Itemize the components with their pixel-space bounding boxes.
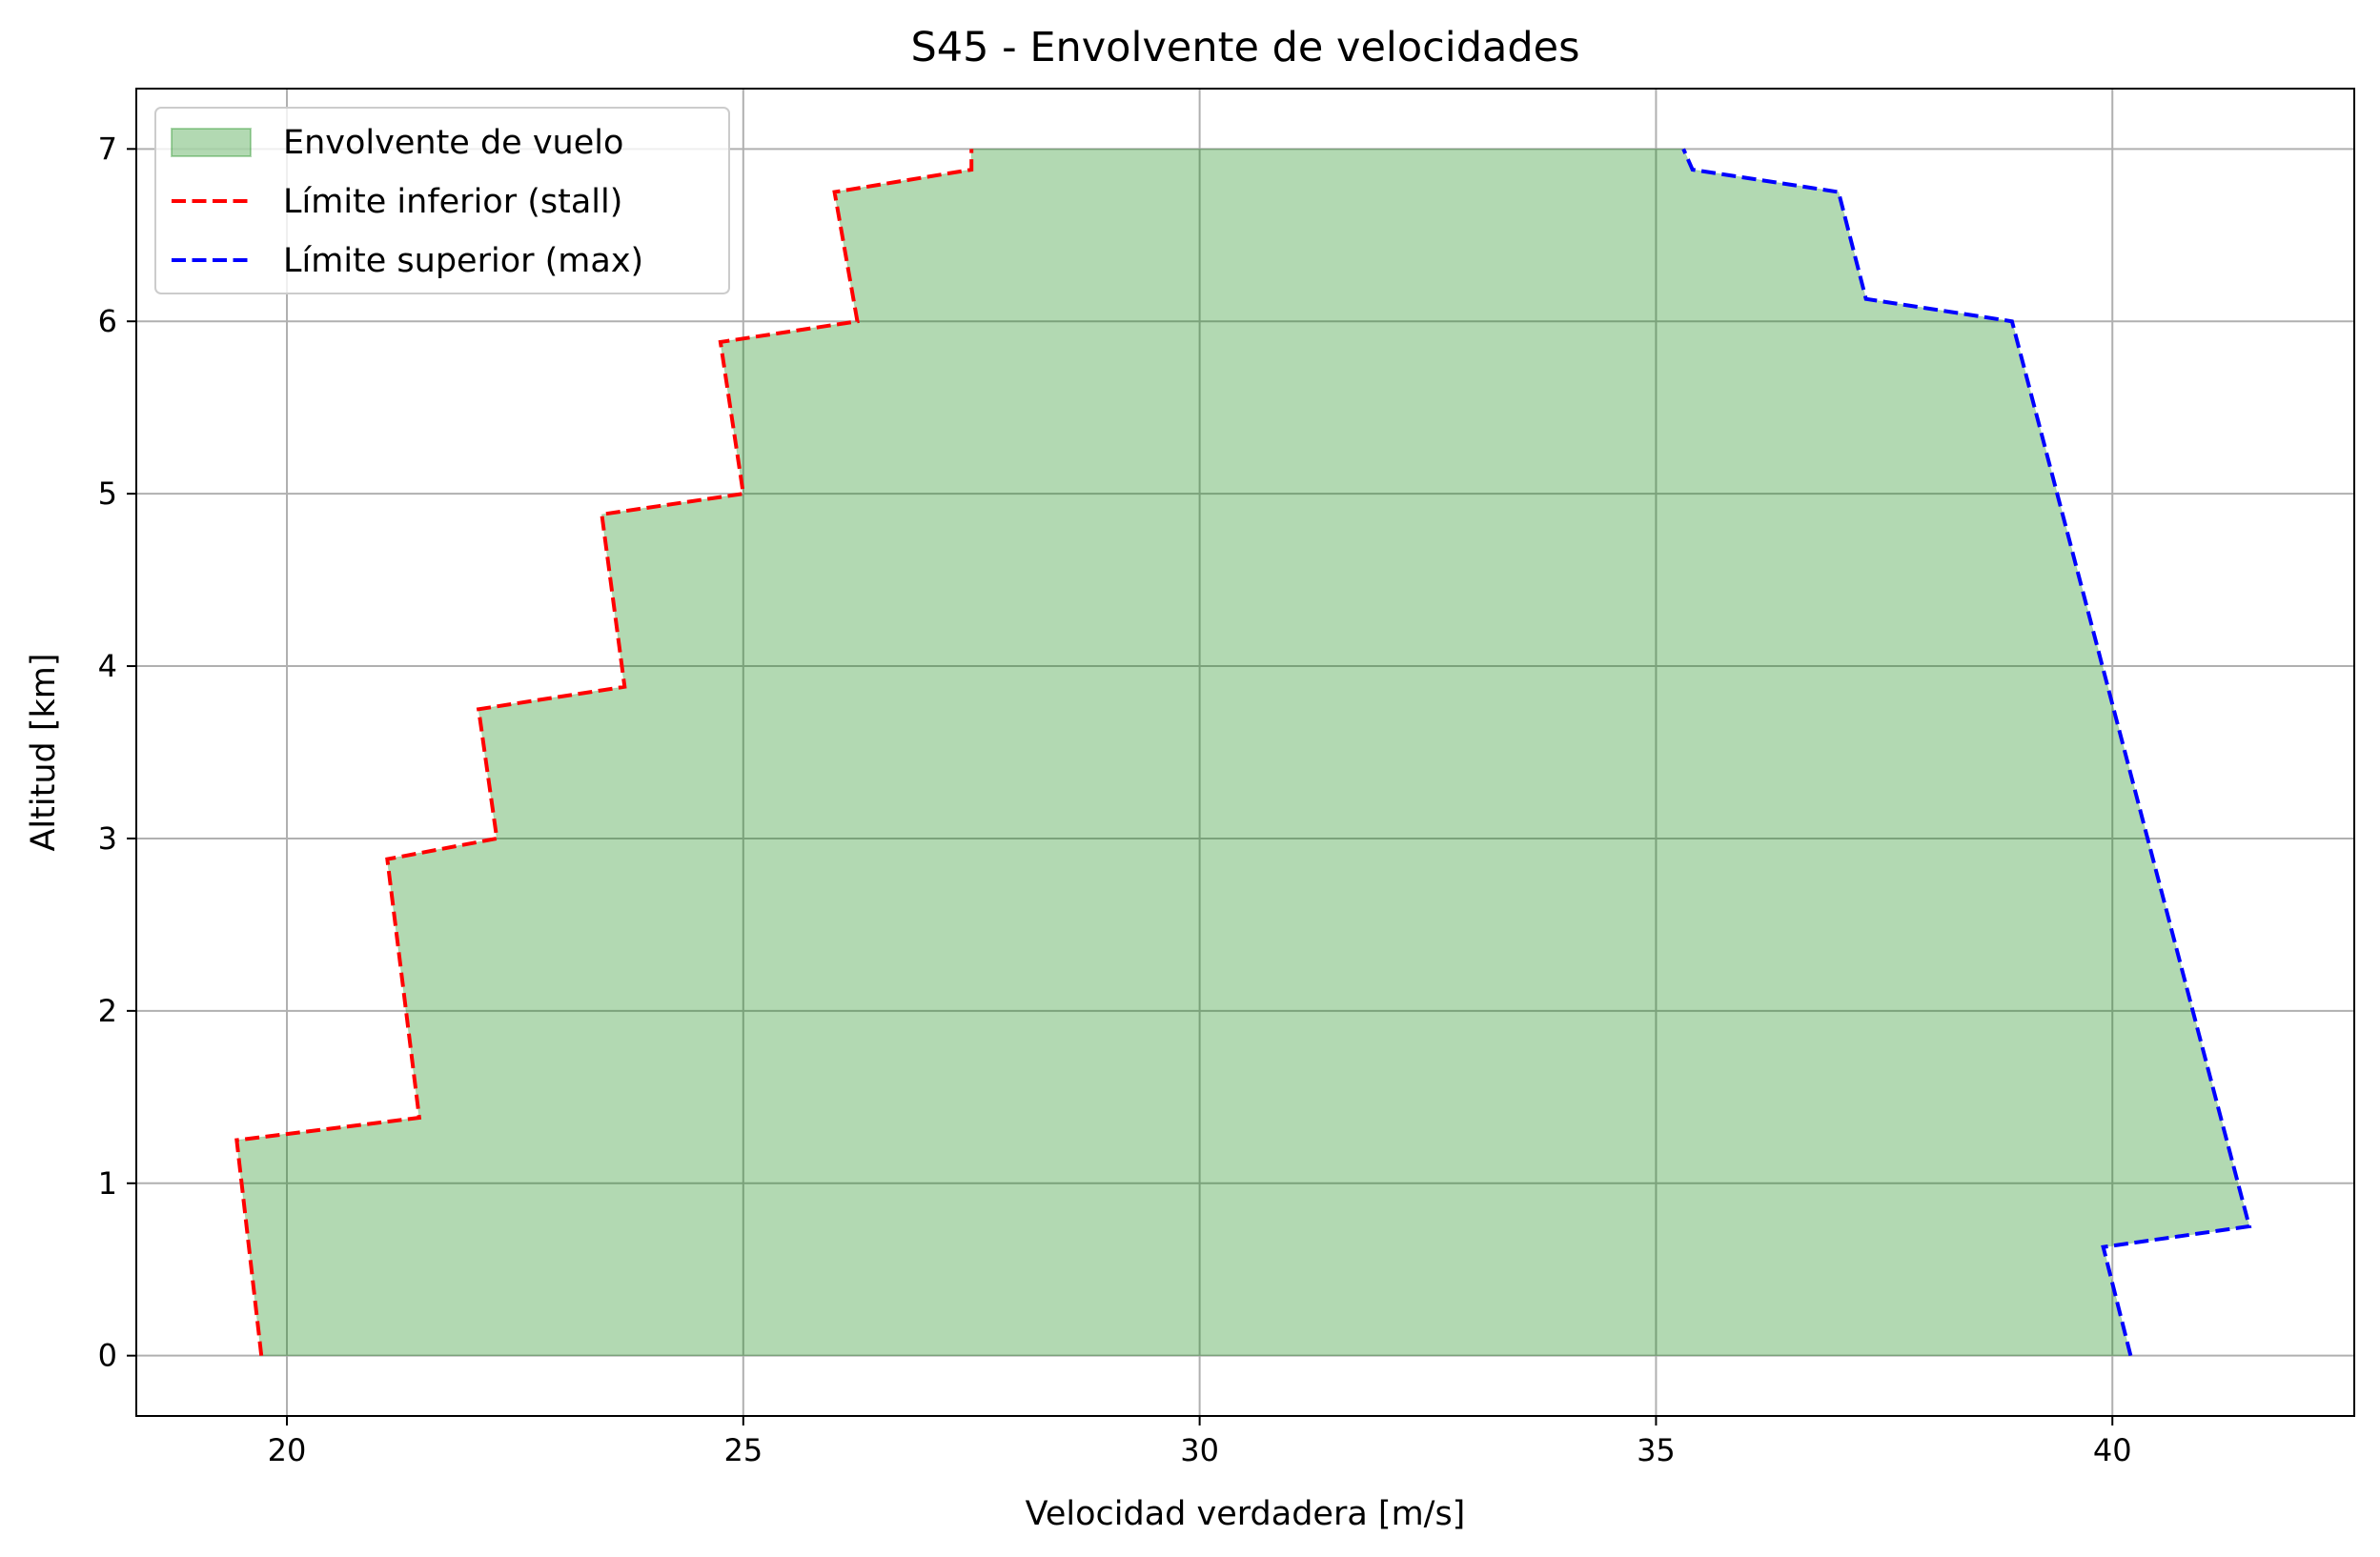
axis-ticks: 20 25 30 35 40 0 1 2 3 4 5 6 7: [98, 131, 2132, 1468]
x-axis-label: Velocidad verdadera [m/s]: [1026, 1495, 1466, 1533]
stall-limit-line: [234, 149, 974, 1356]
chart-title: S45 - Envolvente de velocidades: [910, 24, 1579, 71]
plot-area: [234, 148, 2252, 1357]
y-tick-label: 4: [98, 648, 117, 684]
legend-label: Límite inferior (stall): [283, 183, 622, 221]
axes-frame: [135, 88, 2355, 1417]
x-tick-label: 25: [723, 1432, 763, 1468]
x-tick-label: 40: [2093, 1432, 2132, 1468]
x-tick-label: 20: [268, 1432, 307, 1468]
x-tick-label: 30: [1180, 1432, 1219, 1468]
legend-label: Límite superior (max): [283, 242, 643, 280]
x-tick-label: 35: [1637, 1432, 1676, 1468]
y-tick-label: 3: [98, 820, 117, 857]
y-tick-label: 7: [98, 131, 117, 167]
y-tick-label: 6: [98, 303, 117, 339]
y-tick-label: 2: [98, 993, 117, 1029]
y-tick-label: 5: [98, 475, 117, 512]
legend-label: Envolvente de vuelo: [283, 124, 623, 162]
legend-swatch-envelope: [171, 128, 252, 157]
max-limit-line: [1681, 148, 2252, 1357]
y-axis-label: Altitud [km]: [25, 653, 63, 851]
grid: [136, 89, 2354, 1416]
legend-box: [154, 107, 730, 294]
y-tick-label: 1: [98, 1165, 117, 1202]
y-tick-label: 0: [98, 1338, 117, 1374]
legend: Envolvente de vuelo Límite inferior (stal…: [154, 107, 730, 294]
